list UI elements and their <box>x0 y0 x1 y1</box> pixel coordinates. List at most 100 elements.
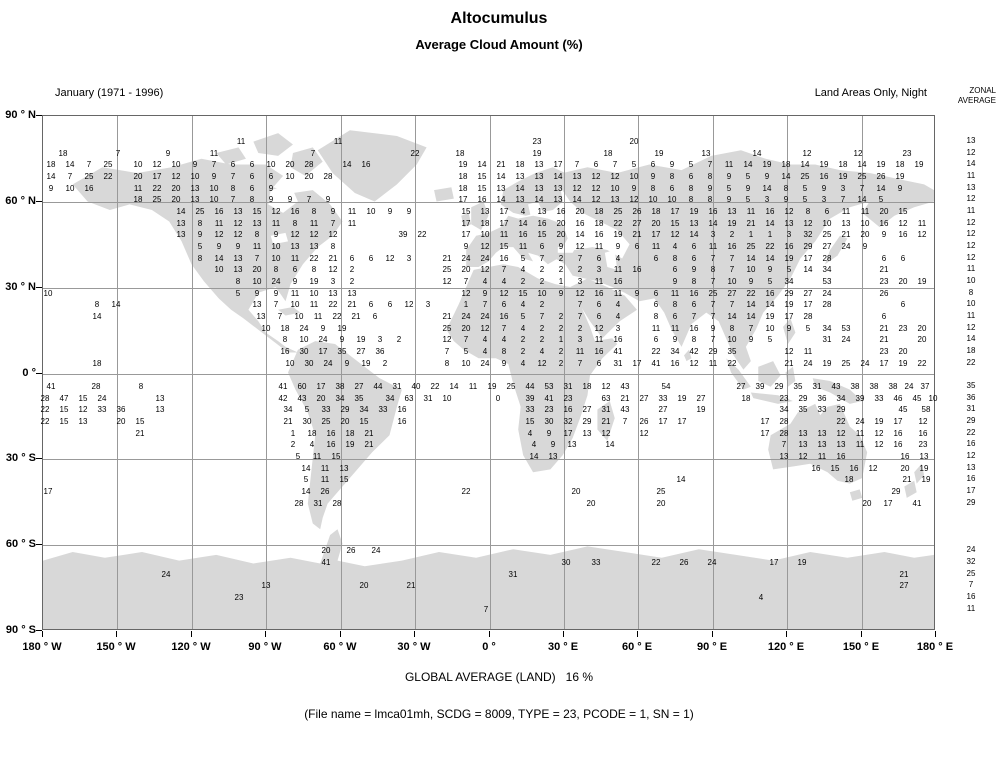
grid-cell-value: 16 <box>765 289 775 298</box>
grid-cell-value: 17 <box>632 359 642 368</box>
grid-cell-value: 9 <box>48 184 54 193</box>
grid-cell-value: 6 <box>249 172 255 181</box>
grid-cell-value: 9 <box>691 265 697 274</box>
grid-cell-value: 13 <box>836 440 846 449</box>
grid-cell-value: 18 <box>307 429 317 438</box>
grid-cell-value: 12 <box>385 254 395 263</box>
grid-cell-value: 15 <box>477 172 487 181</box>
grid-cell-value: 24 <box>371 546 381 555</box>
grid-cell-value: 9 <box>707 184 713 193</box>
grid-cell-value: 18 <box>603 149 613 158</box>
grid-cell-value: 21 <box>879 335 889 344</box>
grid-cell-value: 24 <box>904 382 914 391</box>
grid-cell-value: 22 <box>417 230 427 239</box>
landmass-southeast-asia-islands <box>726 318 863 404</box>
grid-cell-value: 19 <box>917 277 927 286</box>
landmasses <box>43 130 934 629</box>
grid-cell-value: 26 <box>639 417 649 426</box>
grid-cell-value: 17 <box>461 230 471 239</box>
grid-cell-value: 3 <box>615 324 621 333</box>
zonal-average-value: 31 <box>966 404 976 413</box>
grid-cell-value: 20 <box>316 394 326 403</box>
grid-cell-value: 3 <box>577 277 583 286</box>
grid-cell-value: 8 <box>330 242 336 251</box>
grid-cell-value: 14 <box>857 160 867 169</box>
grid-cell-value: 3 <box>406 254 412 263</box>
grid-cell-value: 8 <box>691 335 697 344</box>
grid-cell-value: 18 <box>594 219 604 228</box>
grid-cell-value: 9 <box>325 195 331 204</box>
grid-cell-value: 11 <box>290 254 300 263</box>
grid-cell-value: 7 <box>840 195 846 204</box>
grid-cell-value: 4 <box>520 324 526 333</box>
grid-cell-value: 16 <box>689 289 699 298</box>
longitude-tick <box>712 631 713 637</box>
grid-cell-value: 12 <box>575 289 585 298</box>
grid-cell-value: 13 <box>233 254 243 263</box>
grid-cell-value: 17 <box>499 207 509 216</box>
grid-cell-value: 17 <box>879 359 889 368</box>
grid-cell-value: 11 <box>860 207 870 216</box>
grid-cell-value: 16 <box>361 160 371 169</box>
grid-cell-value: 10 <box>271 242 281 251</box>
grid-cell-value: 16 <box>819 172 829 181</box>
grid-cell-value: 54 <box>661 382 671 391</box>
grid-cell-value: 15 <box>461 207 471 216</box>
grid-cell-value: 6 <box>249 184 255 193</box>
grid-cell-value: 4 <box>520 359 526 368</box>
grid-cell-value: 25 <box>708 289 718 298</box>
gridline-latitude <box>43 545 934 546</box>
longitude-label: 180 ° E <box>916 641 954 653</box>
longitude-label: 90 ° W <box>248 641 282 653</box>
grid-cell-value: 9 <box>501 359 507 368</box>
grid-cell-value: 11 <box>271 219 281 228</box>
grid-cell-value: 27 <box>696 394 706 403</box>
grid-cell-value: 14 <box>765 254 775 263</box>
grid-cell-value: 8 <box>707 172 713 181</box>
grid-cell-value: 4 <box>758 593 764 602</box>
grid-cell-value: 24 <box>480 359 490 368</box>
grid-cell-value: 21 <box>899 570 909 579</box>
grid-cell-value: 29 <box>784 289 794 298</box>
grid-cell-value: 31 <box>423 394 433 403</box>
grid-cell-value: 21 <box>351 312 361 321</box>
grid-cell-value: 41 <box>613 347 623 356</box>
hudson-bay <box>268 184 298 213</box>
file-info-label: (File name = lmca01mh, SCDG = 8009, TYPE… <box>304 707 694 721</box>
gridline-longitude <box>490 116 491 629</box>
zonal-average-value: 10 <box>966 276 976 285</box>
grid-cell-value: 12 <box>537 359 547 368</box>
grid-cell-value: 12 <box>917 230 927 239</box>
zonal-average-value: 11 <box>966 604 976 613</box>
grid-cell-value: 17 <box>883 499 893 508</box>
grid-cell-value: 15 <box>331 452 341 461</box>
grid-cell-value: 9 <box>344 359 350 368</box>
grid-cell-value: 11 <box>312 452 322 461</box>
grid-cell-value: 11 <box>236 137 246 146</box>
grid-cell-value: 22 <box>836 417 846 426</box>
grid-cell-value: 2 <box>729 230 735 239</box>
grid-cell-value: 9 <box>672 335 678 344</box>
grid-cell-value: 27 <box>639 394 649 403</box>
grid-cell-value: 11 <box>917 219 927 228</box>
grid-cell-value: 13 <box>727 207 737 216</box>
grid-cell-value: 10 <box>727 335 737 344</box>
grid-cell-value: 12 <box>214 230 224 239</box>
grid-cell-value: 31 <box>508 570 518 579</box>
grid-cell-value: 6 <box>387 300 393 309</box>
grid-cell-value: 5 <box>786 265 792 274</box>
grid-cell-value: 7 <box>482 300 488 309</box>
grid-cell-value: 7 <box>230 195 236 204</box>
zonal-average-value: 16 <box>966 474 976 483</box>
grid-cell-value: 21 <box>784 359 794 368</box>
grid-cell-value: 5 <box>767 335 773 344</box>
grid-cell-value: 6 <box>230 160 236 169</box>
grid-cell-value: 9 <box>748 335 754 344</box>
grid-cell-value: 7 <box>710 277 716 286</box>
grid-cell-value: 12 <box>670 230 680 239</box>
grid-cell-value: 19 <box>898 359 908 368</box>
grid-cell-value: 18 <box>280 324 290 333</box>
grid-cell-value: 12 <box>874 440 884 449</box>
grid-cell-value: 27 <box>582 405 592 414</box>
grid-cell-value: 17 <box>803 300 813 309</box>
